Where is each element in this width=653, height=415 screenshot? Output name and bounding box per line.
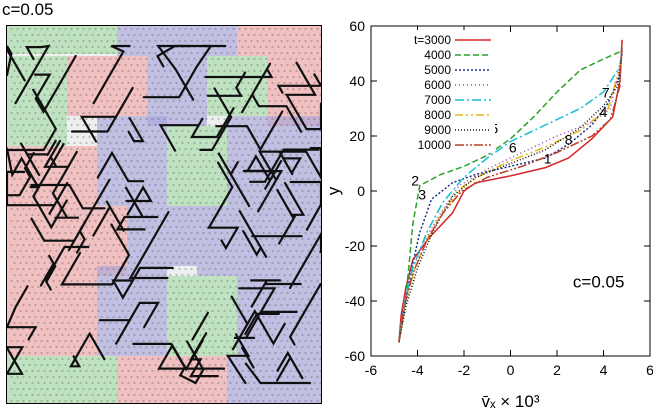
- concentration-annotation: c=0.05: [573, 272, 625, 291]
- series-line-4: [398, 53, 623, 343]
- legend-entry-label: 10000: [418, 138, 452, 152]
- x-tick-label: 6: [646, 362, 653, 378]
- curve-label-6: 6: [509, 140, 517, 156]
- legend-entry-label: 6000: [424, 78, 451, 92]
- legend-entry-label: 7000: [424, 93, 451, 107]
- curve-label-3: 3: [418, 186, 426, 202]
- y-tick-label: 60: [349, 18, 365, 34]
- series-line-8: [398, 42, 623, 343]
- grain-region: [7, 276, 97, 356]
- legend-entry-label: t=3000: [414, 33, 451, 47]
- grain-region: [237, 26, 321, 56]
- curve-label-1: 1: [544, 151, 552, 167]
- y-axis-label: y: [325, 186, 343, 195]
- x-axis-label: v̄ₓ × 10³: [481, 392, 539, 411]
- legend-entry-label: 4000: [424, 48, 451, 62]
- y-tick-label: -60: [345, 348, 365, 364]
- legend-entry-label: 5000: [424, 63, 451, 77]
- lattice-snapshot: [6, 25, 322, 404]
- legend-box: [377, 30, 495, 153]
- grain-region: [167, 276, 237, 356]
- grain-region: [117, 356, 227, 403]
- x-tick-label: 4: [600, 362, 608, 378]
- x-tick-label: 0: [507, 362, 515, 378]
- y-tick-label: 20: [349, 128, 365, 144]
- grain-region: [7, 356, 117, 403]
- curve-label-7: 7: [602, 85, 610, 101]
- grain-region: [227, 116, 321, 206]
- grain-region: [117, 26, 237, 56]
- y-tick-label: -40: [345, 293, 365, 309]
- grain-region: [7, 26, 117, 54]
- series-line-5: [398, 47, 623, 343]
- y-tick-label: 40: [349, 73, 365, 89]
- series-line-3: [398, 50, 623, 343]
- curve-label-8: 8: [565, 131, 573, 147]
- legend-entry-label: 8000: [424, 108, 451, 122]
- grain-region: [227, 356, 321, 403]
- grain-region: [67, 56, 147, 116]
- x-tick-label: -2: [458, 362, 471, 378]
- x-tick-label: -6: [365, 362, 378, 378]
- defect-network: [7, 44, 321, 385]
- x-tick-label: -4: [411, 362, 424, 378]
- series-line-6: [398, 58, 623, 343]
- x-tick-label: 2: [553, 362, 561, 378]
- curve-label-2: 2: [411, 173, 419, 189]
- series-lines: [398, 39, 623, 343]
- lattice-snapshot-image: [7, 26, 321, 403]
- grain-region: [197, 206, 321, 276]
- series-line-7: [398, 53, 623, 343]
- legend-entry-label: 9000: [424, 123, 451, 137]
- panel-label: c=0.05: [2, 0, 54, 19]
- y-tick-label: 0: [357, 183, 365, 199]
- y-tick-label: -20: [345, 238, 365, 254]
- curve-label-4: 4: [600, 104, 608, 120]
- series-line-2: [398, 50, 623, 343]
